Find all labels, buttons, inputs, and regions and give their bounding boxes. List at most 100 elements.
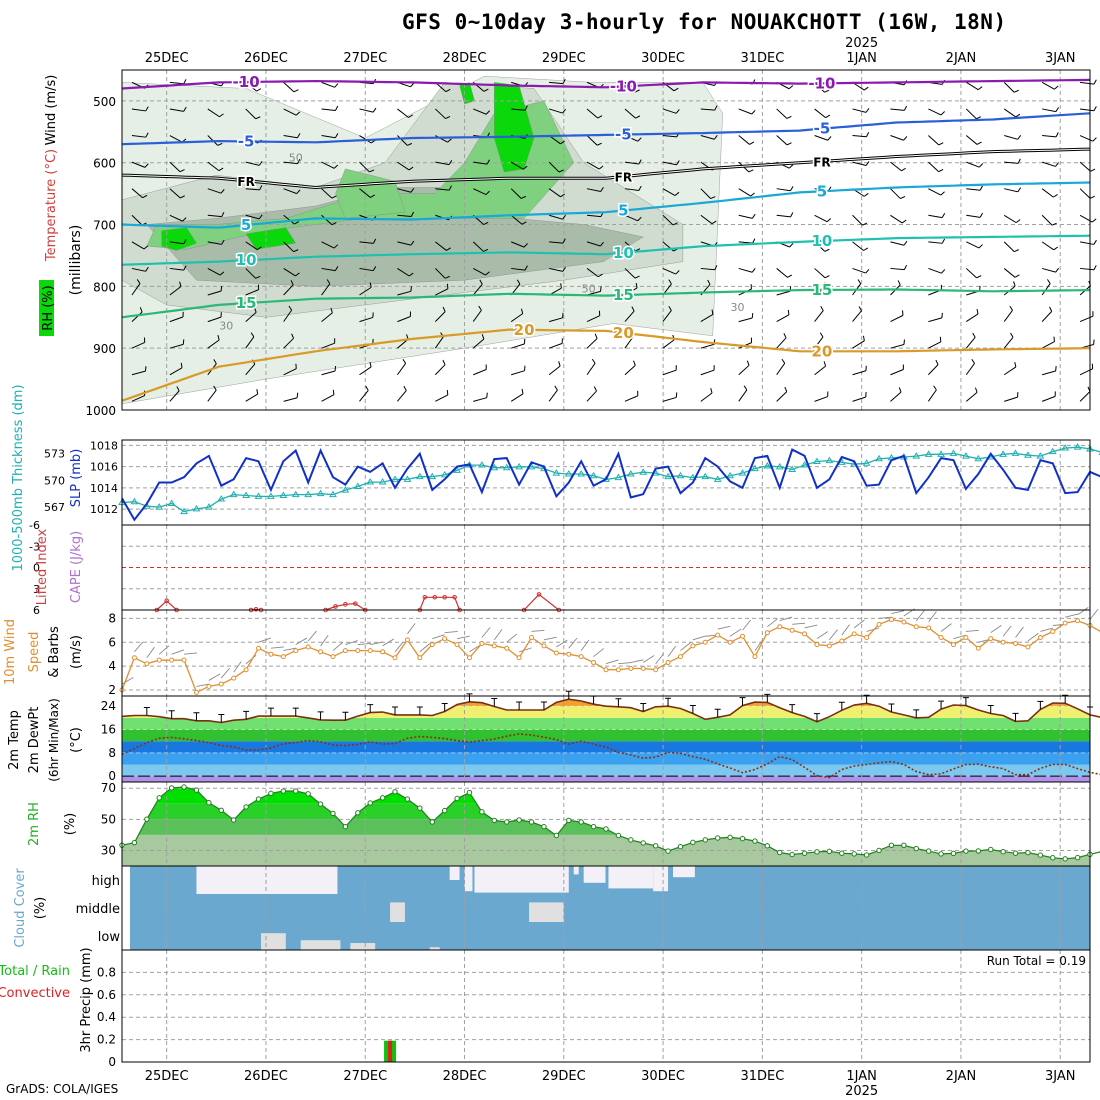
wind-barb-flag	[370, 194, 375, 198]
rh2m-point	[988, 846, 994, 853]
wind-barb-flag	[790, 212, 794, 218]
wind-barb-flag	[781, 358, 786, 364]
wind-barb	[548, 365, 561, 376]
isotherm--5	[121, 112, 1091, 146]
wind-barb-flag	[558, 169, 564, 173]
thickness-point	[204, 503, 213, 510]
wind-barb	[283, 188, 297, 195]
wind-barb	[890, 241, 905, 246]
wind-barb-flag	[1017, 158, 1021, 164]
wind-barb-flag	[365, 385, 369, 391]
wind-barb	[245, 393, 258, 402]
wind10-barb	[506, 633, 518, 643]
lifted-index-point	[452, 594, 457, 600]
time-label-bottom: 25DEC	[145, 1069, 189, 1084]
wind-barb-flag	[977, 86, 983, 91]
wind-barb	[321, 342, 335, 349]
wind-barb-flag	[179, 281, 182, 287]
wind-barb	[624, 161, 639, 165]
rh2m-tick-label: 70	[101, 781, 116, 795]
wind-barb	[1003, 268, 1016, 278]
wind-barb	[1003, 82, 1015, 93]
wind10-barb	[556, 639, 568, 648]
wind-barb-flag	[183, 79, 187, 84]
wind-barb	[321, 370, 336, 376]
rh2m-point	[578, 819, 584, 825]
wind-barb	[776, 188, 791, 192]
wind10-point	[367, 648, 373, 654]
wind-barb-flag	[562, 78, 566, 84]
wind-barb	[966, 241, 980, 249]
pressure-tick-label: 1000	[85, 404, 116, 418]
wind-barb-flag	[974, 387, 978, 393]
dewpoint-line	[121, 733, 1100, 779]
wind-barb	[738, 108, 752, 115]
cloud-clear-high	[583, 866, 606, 883]
wind-barb	[1080, 81, 1095, 85]
rh2m-point	[479, 809, 485, 815]
cloud-clear-low	[260, 933, 286, 950]
wind-barb-flag	[296, 189, 301, 194]
wind-barb	[283, 161, 298, 165]
wind-barb-flag	[862, 335, 865, 341]
wind-barb-flag	[1093, 79, 1097, 85]
wind-barb-flag	[674, 191, 680, 196]
rh-contour-label: 50	[289, 151, 303, 164]
thickness-point	[912, 452, 921, 459]
rh2m-point	[1050, 855, 1056, 861]
wind-barb	[131, 395, 145, 402]
wind-barb	[928, 214, 943, 219]
wind10-barb	[1002, 625, 1012, 637]
wind10-barb	[158, 645, 170, 655]
wind-barb	[1041, 311, 1053, 322]
wind10-barb	[370, 641, 384, 646]
rh-legend-swatch	[39, 280, 54, 336]
thickness-point	[974, 454, 983, 462]
wind-barb	[1041, 283, 1051, 296]
thickness-point	[937, 450, 945, 457]
wind-barb-flag	[410, 286, 412, 292]
wind-barb-flag	[180, 195, 185, 199]
wind-barb-flag	[483, 88, 489, 92]
wind10-point	[752, 654, 758, 660]
wind-barb	[473, 161, 488, 165]
wind-barb	[435, 161, 450, 166]
rh2m-point	[243, 804, 249, 810]
time-label-bottom: 3JAN	[1045, 1069, 1076, 1084]
wind10-point	[1062, 620, 1068, 626]
wind-barb-flag	[976, 116, 982, 120]
thickness-point	[366, 478, 375, 485]
wind-barb-flag	[1009, 305, 1013, 311]
wind-barb-flag	[978, 244, 983, 249]
time-label-bottom: 30DEC	[641, 1069, 685, 1084]
temp-minmax-bar	[1037, 700, 1044, 710]
wind-barb-flag	[521, 221, 527, 225]
rh2m-point	[1000, 848, 1006, 855]
wind-barb-flag	[1055, 162, 1060, 167]
wind-barb-flag	[786, 115, 792, 119]
wind-barb	[814, 108, 826, 119]
wind10-point	[963, 634, 969, 640]
wind10-barb	[419, 643, 431, 653]
wind-barb-flag	[144, 163, 149, 168]
wind-barb	[397, 316, 411, 323]
temp-tick-label: 24	[101, 699, 116, 713]
wind-barb-flag	[676, 160, 680, 165]
wind-barb	[890, 135, 904, 141]
wind-barb-flag	[591, 358, 596, 364]
li-tick-label: -6	[29, 519, 40, 532]
wind10-barb	[382, 638, 394, 647]
rh2m-point	[268, 790, 274, 797]
temp-band	[122, 752, 1090, 765]
wind10-axis-label: 10m Wind	[3, 619, 18, 685]
rh2m-point	[355, 810, 361, 816]
isotherm-label: 20	[514, 321, 535, 339]
isotherm-label: FR	[813, 155, 830, 169]
rh2m-point	[454, 795, 460, 802]
rh2m-point	[131, 839, 138, 846]
wind10-unit-label: (m/s)	[69, 635, 84, 669]
thickness-point	[614, 473, 623, 481]
wind10-point	[516, 655, 522, 661]
wind10-point	[802, 631, 808, 637]
wind10-barb	[307, 630, 317, 642]
